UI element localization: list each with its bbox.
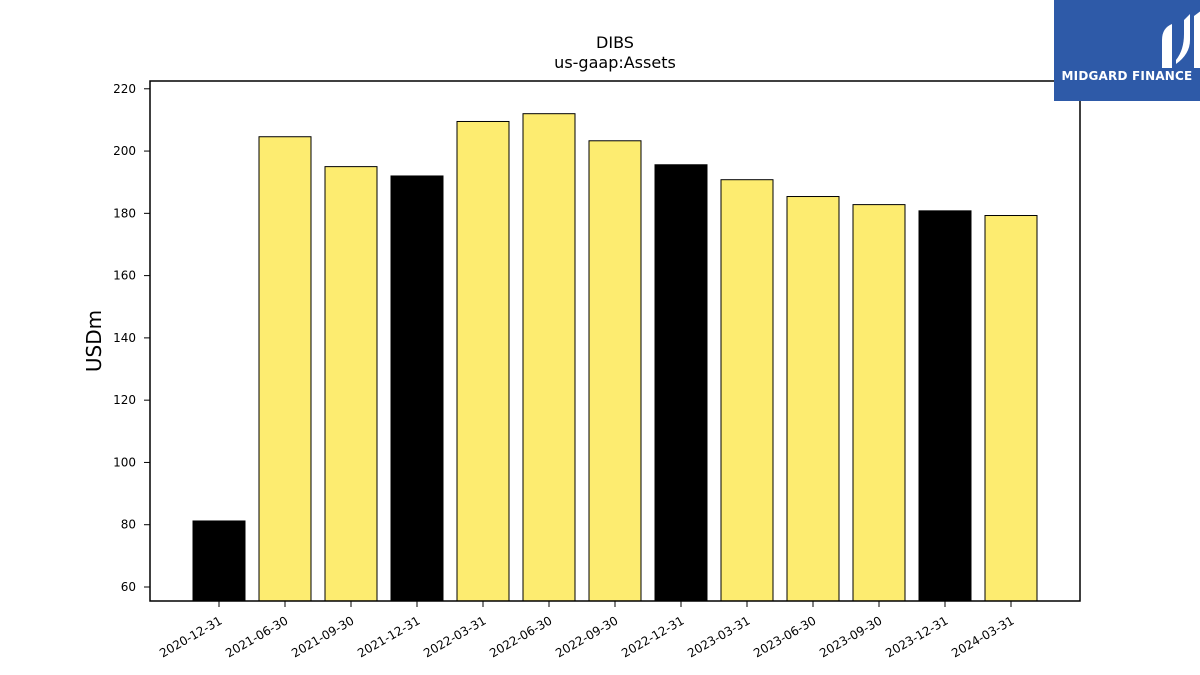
x-tick-label: 2023-03-31 — [685, 613, 752, 660]
bar-2023-12-31 — [918, 210, 972, 602]
y-tick-label: 180 — [113, 206, 136, 220]
bars — [192, 113, 1038, 602]
x-tick-label: 2022-06-30 — [487, 613, 554, 660]
bar-2023-09-30 — [852, 204, 906, 602]
y-tick-label: 220 — [113, 82, 136, 96]
x-tick-label: 2023-06-30 — [751, 613, 818, 660]
y-tick-label: 80 — [121, 518, 136, 532]
x-tick-label: 2020-12-31 — [157, 613, 224, 660]
bar-2023-06-30 — [786, 196, 840, 602]
bar-2022-03-31 — [456, 120, 510, 602]
bar-2020-12-31 — [192, 520, 246, 602]
x-tick-label: 2021-12-31 — [355, 613, 422, 660]
bar-2024-03-31 — [984, 215, 1038, 602]
logo-text: MIDGARD FINANCE — [1061, 69, 1193, 83]
x-tick-label: 2022-03-31 — [421, 613, 488, 660]
y-tick-label: 160 — [113, 269, 136, 283]
bar-2022-09-30 — [588, 140, 642, 602]
y-tick-label: 200 — [113, 144, 136, 158]
x-tick-label: 2023-12-31 — [883, 613, 950, 660]
plot-frame — [149, 80, 1081, 602]
x-axis-ticks: 2020-12-312021-06-302021-09-302021-12-31… — [157, 601, 1017, 660]
midgard-finance-logo: MIDGARD FINANCE — [1054, 0, 1200, 101]
chart-title: DIBS — [596, 33, 634, 52]
x-tick-label: 2022-09-30 — [553, 613, 620, 660]
x-tick-label: 2022-12-31 — [619, 613, 686, 660]
bar-2022-12-31 — [654, 164, 708, 602]
y-axis-label: USDm — [82, 310, 106, 372]
x-tick-label: 2024-03-31 — [949, 613, 1016, 660]
y-tick-label: 140 — [113, 331, 136, 345]
x-tick-label: 2021-06-30 — [223, 613, 290, 660]
y-tick-label: 120 — [113, 393, 136, 407]
y-axis-ticks: 60 80 100 120 140 160 180 200 220 — [113, 82, 150, 594]
bar-2023-03-31 — [720, 179, 774, 602]
y-tick-label: 100 — [113, 455, 136, 469]
bar-2021-12-31 — [390, 175, 444, 602]
chart-subtitle: us-gaap:Assets — [554, 53, 676, 72]
bar-2021-06-30 — [258, 136, 312, 602]
x-tick-label: 2023-09-30 — [817, 613, 884, 660]
logo-mark-icon — [1162, 11, 1200, 68]
x-tick-label: 2021-09-30 — [289, 613, 356, 660]
bar-2021-09-30 — [324, 166, 378, 602]
y-tick-label: 60 — [121, 580, 136, 594]
bar-2022-06-30 — [522, 113, 576, 602]
